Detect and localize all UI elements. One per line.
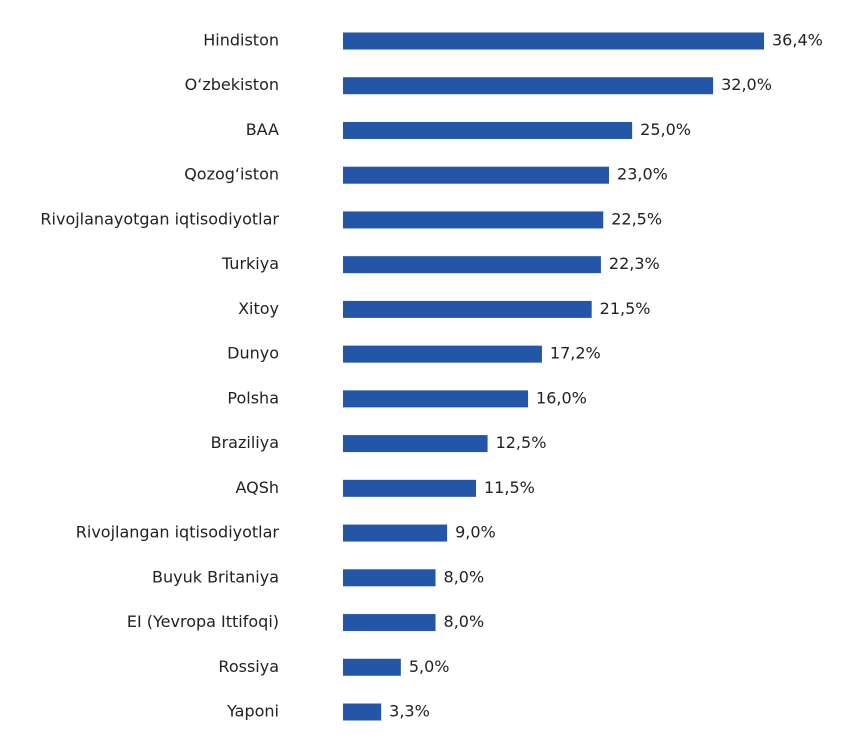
category-label: Rivojlanayotgan iqtisodiyotlar [40,209,279,228]
bar [343,658,401,676]
category-label: Qozog‘iston [184,165,279,184]
value-label: 9,0% [455,523,496,542]
bar [343,300,592,318]
value-label: 16,0% [536,388,587,407]
bar [343,256,601,274]
category-label: Xitoy [238,299,279,318]
value-label: 22,5% [611,209,662,228]
bar [343,345,542,363]
value-label: 5,0% [409,657,450,676]
bar [343,435,488,453]
category-label: Rossiya [218,657,279,676]
category-label: Yaponi [226,702,279,721]
bar [343,166,610,184]
bar [343,703,382,721]
bar [343,121,633,139]
category-label: BAA [246,120,279,139]
value-label: 11,5% [484,478,535,497]
value-label: 22,3% [609,254,660,273]
category-label: Turkiya [221,254,279,273]
category-label: Braziliya [211,433,279,452]
value-label: 36,4% [772,31,823,50]
bar [343,569,436,587]
category-label: Hindiston [203,31,279,50]
category-label: Dunyo [227,344,279,363]
value-label: 21,5% [600,299,651,318]
value-label: 12,5% [496,433,547,452]
category-label: EI (Yevropa Ittifoqi) [127,612,279,631]
bar [343,211,604,229]
category-label: O‘zbekiston [185,75,279,94]
bar [343,32,764,50]
value-label: 17,2% [550,344,601,363]
bar [343,524,448,542]
bar [343,77,714,95]
value-label: 8,0% [444,567,485,586]
category-label: Buyuk Britaniya [152,567,279,586]
bar [343,479,477,497]
category-label: Rivojlangan iqtisodiyotlar [76,523,280,542]
bar [343,614,436,632]
value-label: 25,0% [640,120,691,139]
value-label: 3,3% [389,702,430,721]
bar [343,390,529,408]
value-label: 32,0% [721,75,772,94]
value-label: 8,0% [444,612,485,631]
category-label: AQSh [235,478,279,497]
category-label: Polsha [227,388,279,407]
value-label: 23,0% [617,165,668,184]
